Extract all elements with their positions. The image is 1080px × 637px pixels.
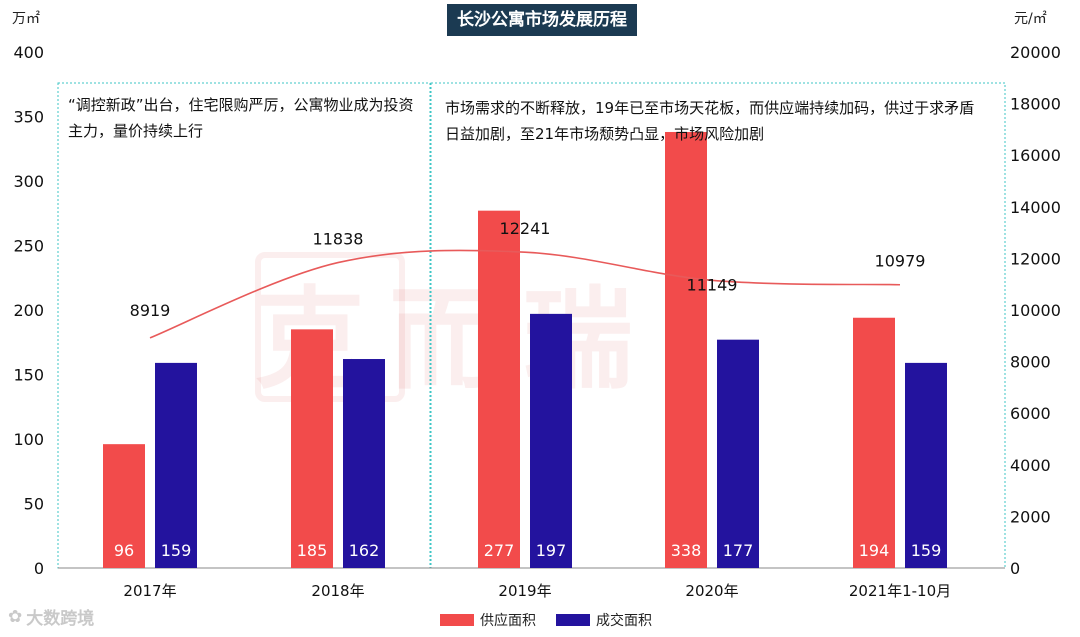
supply-bar-1 <box>291 329 333 568</box>
supply-value-label-2: 277 <box>484 541 515 560</box>
left-tick-label-5: 250 <box>13 237 44 256</box>
right-tick-label-5: 10000 <box>1010 301 1061 320</box>
right-tick-label-8: 16000 <box>1010 146 1061 165</box>
price-value-label-0: 8919 <box>130 301 171 320</box>
deal-value-label-3: 177 <box>723 541 754 560</box>
supply-bar-4 <box>853 317 895 568</box>
right-tick-label-3: 6000 <box>1010 404 1051 423</box>
x-tick-label-3: 2020年 <box>685 582 738 600</box>
left-tick-label-8: 400 <box>13 43 44 62</box>
price-value-label-4: 10979 <box>875 252 926 271</box>
supply-bar-3 <box>665 131 707 569</box>
left-tick-label-6: 300 <box>13 172 44 191</box>
x-tick-label-0: 2017年 <box>123 582 176 600</box>
deal-value-label-4: 159 <box>911 541 942 560</box>
left-tick-label-3: 150 <box>13 366 44 385</box>
legend-swatch-deal <box>556 614 590 626</box>
deal-bar-4 <box>905 362 947 568</box>
price-value-label-3: 11149 <box>687 275 738 294</box>
legend-label-deal: 成交面积 <box>596 613 652 629</box>
deal-bar-2 <box>530 313 572 568</box>
supply-value-label-1: 185 <box>297 541 328 560</box>
deal-bar-3 <box>717 339 759 568</box>
left-axis-unit: 万㎡ <box>12 11 40 27</box>
legend-label-supply: 供应面积 <box>480 613 536 629</box>
left-tick-label-0: 0 <box>34 559 44 578</box>
period-frame-1 <box>57 82 431 569</box>
right-tick-label-10: 20000 <box>1010 43 1061 62</box>
annotation-note-1: “调控新政”出台，住宅限购严厉，公寓物业成为投资主力，量价持续上行 <box>68 96 414 140</box>
price-value-label-1: 11838 <box>313 230 364 249</box>
x-tick-label-2: 2019年 <box>498 582 551 600</box>
deal-bar-0 <box>155 362 197 568</box>
right-tick-label-4: 8000 <box>1010 353 1051 372</box>
x-tick-label-1: 2018年 <box>311 582 364 600</box>
supply-value-label-4: 194 <box>859 541 890 560</box>
left-tick-label-4: 200 <box>13 301 44 320</box>
legend-item-deal: 成交面积 <box>556 610 652 630</box>
deal-bar-1 <box>343 359 385 568</box>
right-tick-label-0: 0 <box>1010 559 1020 578</box>
legend: 供应面积 成交面积 <box>440 610 652 630</box>
left-tick-label-2: 100 <box>13 430 44 449</box>
chart-title: 长沙公寓市场发展历程 <box>447 4 637 36</box>
supply-value-label-0: 96 <box>114 541 134 560</box>
right-tick-label-6: 12000 <box>1010 249 1061 268</box>
right-axis-unit: 元/㎡ <box>1014 11 1047 27</box>
left-tick-label-1: 50 <box>24 495 44 514</box>
supply-bar-0 <box>103 444 145 568</box>
left-tick-label-7: 350 <box>13 108 44 127</box>
deal-value-label-0: 159 <box>161 541 192 560</box>
supply-value-label-3: 338 <box>671 541 702 560</box>
right-tick-label-7: 14000 <box>1010 198 1061 217</box>
brand-logo: ✿ 大数跨境 <box>8 604 95 630</box>
logo-icon: ✿ <box>8 606 23 627</box>
legend-item-supply: 供应面积 <box>440 610 536 630</box>
deal-value-label-2: 197 <box>536 541 567 560</box>
annotation-note-2: 市场需求的不断释放，19年已至市场天花板，而供应端持续加码，供过于求矛盾日益加剧… <box>445 99 975 143</box>
deal-value-label-1: 162 <box>349 541 380 560</box>
x-tick-label-4: 2021年1-10月 <box>849 582 951 600</box>
price-value-label-2: 12241 <box>500 219 551 238</box>
right-tick-label-2: 4000 <box>1010 456 1051 475</box>
logo-text: 大数跨境 <box>26 609 95 629</box>
right-tick-label-9: 18000 <box>1010 95 1061 114</box>
right-tick-label-1: 2000 <box>1010 507 1051 526</box>
price-line <box>149 249 901 339</box>
supply-bar-2 <box>478 210 520 569</box>
legend-swatch-supply <box>440 614 474 626</box>
